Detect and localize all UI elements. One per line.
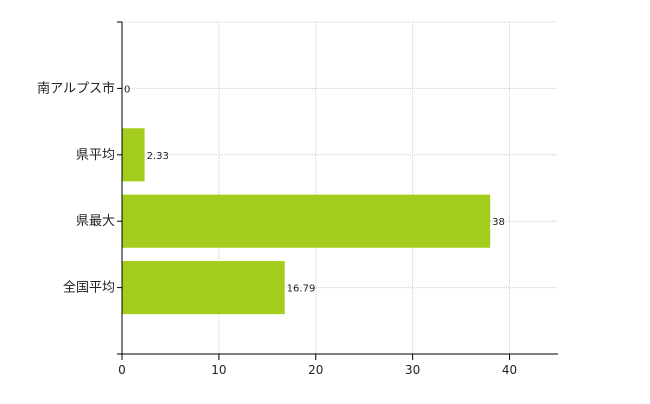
axes bbox=[117, 21, 558, 360]
category-label: 県平均 bbox=[76, 148, 115, 163]
category-label: 南アルプス市 bbox=[37, 80, 115, 96]
bars bbox=[122, 128, 491, 315]
bar-2 bbox=[122, 194, 491, 248]
data-label: 0 bbox=[124, 84, 130, 95]
x-tick-label: 30 bbox=[405, 363, 420, 377]
data-label: 2.33 bbox=[147, 151, 169, 162]
data-label: 38 bbox=[492, 217, 505, 228]
bar-3 bbox=[122, 261, 285, 315]
x-tick-label: 10 bbox=[211, 363, 226, 377]
category-label: 全国平均 bbox=[63, 280, 115, 296]
x-tick-label: 20 bbox=[308, 363, 323, 377]
category-label: 県最大 bbox=[76, 214, 115, 229]
bar-1 bbox=[122, 128, 145, 182]
x-tick-label: 40 bbox=[502, 363, 517, 377]
x-tick-label: 0 bbox=[118, 363, 126, 377]
data-label: 16.79 bbox=[287, 284, 316, 295]
